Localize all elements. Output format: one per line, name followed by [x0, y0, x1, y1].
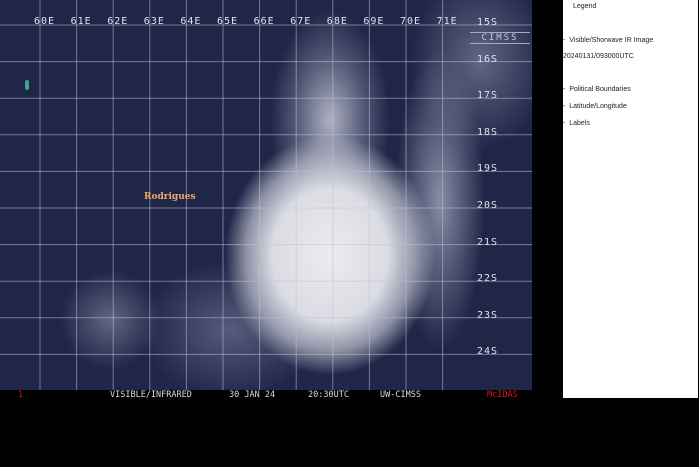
- longitude-label: 60E: [34, 16, 56, 27]
- longitude-label: 62E: [107, 16, 129, 27]
- longitude-label: 70E: [400, 16, 422, 27]
- frame-number: 1: [18, 390, 24, 400]
- latitude-label: 17S: [477, 90, 499, 102]
- legend-item-image[interactable]: - Visible/Shorwave IR Image: [563, 37, 654, 44]
- status-bar: 1 VISIBLE/INFRARED 30 JAN 24 20:30UTC UW…: [0, 390, 562, 400]
- legend-item-timestamp: 20240131/093000UTC: [563, 53, 634, 60]
- latitude-label: 22S: [477, 273, 499, 285]
- satellite-image: 60E 61E 62E 63E 64E 65E 66E 67E 68E 69E 70E 71E 15S…: [0, 0, 532, 390]
- latitude-label: 21S: [477, 236, 499, 248]
- legend-item-label: Political Boundaries: [569, 86, 631, 93]
- legend-item-latlon[interactable]: - Latitude/Longitude: [563, 103, 627, 110]
- product-label: VISIBLE/INFRARED: [110, 390, 192, 400]
- mcidas-label: McIDAS: [487, 390, 518, 400]
- island-mauritius-marker: [25, 80, 29, 90]
- legend-title: Legend: [573, 3, 597, 10]
- longitude-label: 65E: [217, 16, 239, 27]
- longitude-label: 61E: [70, 16, 92, 27]
- longitude-label: 71E: [436, 16, 458, 27]
- cimss-logo: CIMSS: [470, 32, 530, 44]
- longitude-label: 64E: [180, 16, 202, 27]
- legend-item-label: Latitude/Longitude: [569, 103, 627, 110]
- longitude-label: 66E: [253, 16, 275, 27]
- lat-lon-grid: [0, 0, 532, 390]
- latitude-label: 20S: [477, 200, 499, 211]
- longitude-label: 69E: [363, 16, 385, 27]
- longitude-label: 68E: [326, 16, 348, 27]
- longitude-label: 67E: [290, 16, 312, 27]
- legend-item-label: Visible/Shorwave IR Image: [569, 37, 654, 44]
- time-label: 20:30UTC: [308, 390, 349, 400]
- place-label-rodrigues: Rodrigues: [144, 192, 196, 202]
- latitude-label: 16S: [477, 53, 499, 65]
- date-label: 30 JAN 24: [229, 390, 276, 400]
- latitude-label: 24S: [477, 346, 499, 358]
- legend-item-boundaries[interactable]: - Political Boundaries: [563, 86, 631, 93]
- source-label: UW-CIMSS: [380, 390, 421, 400]
- latitude-label: 18S: [477, 126, 499, 138]
- legend-item-labels[interactable]: - Labels: [563, 120, 590, 127]
- longitude-label: 63E: [143, 16, 165, 27]
- latitude-label: 15S: [477, 17, 499, 28]
- legend-item-label: Labels: [569, 120, 590, 127]
- latitude-label: 19S: [477, 163, 499, 175]
- latitude-label: 23S: [477, 309, 499, 321]
- legend-panel: Legend - Visible/Shorwave IR Image 20240…: [562, 0, 698, 398]
